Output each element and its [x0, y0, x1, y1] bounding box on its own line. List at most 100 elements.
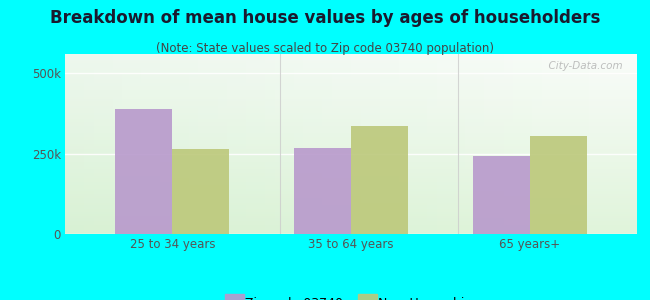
Bar — [65, 148, 637, 151]
Bar — [608, 54, 618, 234]
Bar — [65, 88, 637, 90]
Bar — [627, 54, 637, 234]
Bar — [65, 68, 637, 70]
Bar — [65, 158, 637, 160]
Bar — [65, 187, 637, 189]
Bar — [561, 54, 570, 234]
Bar — [580, 54, 590, 234]
Bar — [65, 180, 637, 182]
Bar — [65, 214, 637, 216]
Bar — [65, 101, 637, 103]
Bar — [65, 85, 637, 88]
Bar — [65, 94, 637, 97]
Bar — [208, 54, 218, 234]
Bar — [570, 54, 580, 234]
Bar — [65, 83, 637, 85]
Bar — [65, 112, 637, 115]
Bar — [65, 230, 637, 232]
Bar — [65, 209, 637, 211]
Bar — [304, 54, 313, 234]
Bar — [65, 167, 637, 169]
Bar — [389, 54, 398, 234]
Bar — [65, 72, 637, 74]
Bar — [65, 115, 637, 117]
Bar — [523, 54, 532, 234]
Bar — [65, 58, 637, 61]
Bar — [65, 76, 637, 79]
Bar — [341, 54, 351, 234]
Bar — [227, 54, 237, 234]
Bar — [532, 54, 541, 234]
Bar — [189, 54, 198, 234]
Bar — [65, 81, 637, 83]
Bar — [473, 156, 530, 234]
Bar — [65, 220, 637, 223]
Bar — [94, 54, 103, 234]
Bar — [551, 54, 561, 234]
Bar — [513, 54, 523, 234]
Bar — [65, 189, 637, 191]
Bar — [65, 218, 637, 220]
Bar — [65, 223, 637, 225]
Bar — [313, 54, 322, 234]
Bar — [65, 164, 637, 166]
Bar — [65, 169, 637, 171]
Bar — [65, 144, 637, 146]
Bar — [65, 227, 637, 230]
Bar — [65, 184, 637, 187]
Bar — [65, 171, 637, 173]
Bar — [418, 54, 427, 234]
Bar — [65, 162, 637, 164]
Bar — [65, 108, 637, 110]
Bar — [599, 54, 608, 234]
Text: City-Data.com: City-Data.com — [542, 61, 623, 71]
Bar — [65, 90, 637, 92]
Bar — [65, 74, 637, 77]
Bar — [65, 232, 637, 234]
Bar — [65, 130, 637, 133]
Bar — [75, 54, 84, 234]
Bar — [65, 200, 637, 202]
Bar — [65, 122, 637, 124]
Bar — [65, 176, 637, 178]
Bar — [284, 54, 294, 234]
Bar — [115, 109, 172, 234]
Bar — [265, 54, 275, 234]
Bar — [65, 128, 637, 130]
Bar — [84, 54, 94, 234]
Bar — [198, 54, 208, 234]
Bar — [494, 54, 504, 234]
Bar — [380, 54, 389, 234]
Bar — [132, 54, 141, 234]
Bar — [65, 135, 637, 137]
Bar — [65, 92, 637, 95]
Bar — [370, 54, 380, 234]
Bar — [322, 54, 332, 234]
Bar — [65, 97, 637, 99]
Bar — [275, 54, 284, 234]
Bar — [427, 54, 437, 234]
Bar — [294, 148, 351, 234]
Bar — [65, 79, 637, 81]
Bar — [530, 136, 587, 234]
Bar — [65, 54, 637, 56]
Bar — [65, 126, 637, 128]
Bar — [361, 54, 370, 234]
Bar — [65, 153, 637, 155]
Bar — [351, 126, 408, 234]
Bar — [456, 54, 465, 234]
Bar — [484, 54, 494, 234]
Bar — [437, 54, 447, 234]
Bar — [65, 216, 637, 218]
Bar — [408, 54, 418, 234]
Bar — [65, 178, 637, 180]
Legend: Zip code 03740, New Hampshire: Zip code 03740, New Hampshire — [221, 294, 481, 300]
Bar — [65, 61, 637, 63]
Bar — [161, 54, 170, 234]
Bar — [103, 54, 112, 234]
Bar — [65, 196, 637, 198]
Bar — [65, 155, 637, 158]
Bar — [112, 54, 122, 234]
Bar — [541, 54, 551, 234]
Bar — [65, 205, 637, 207]
